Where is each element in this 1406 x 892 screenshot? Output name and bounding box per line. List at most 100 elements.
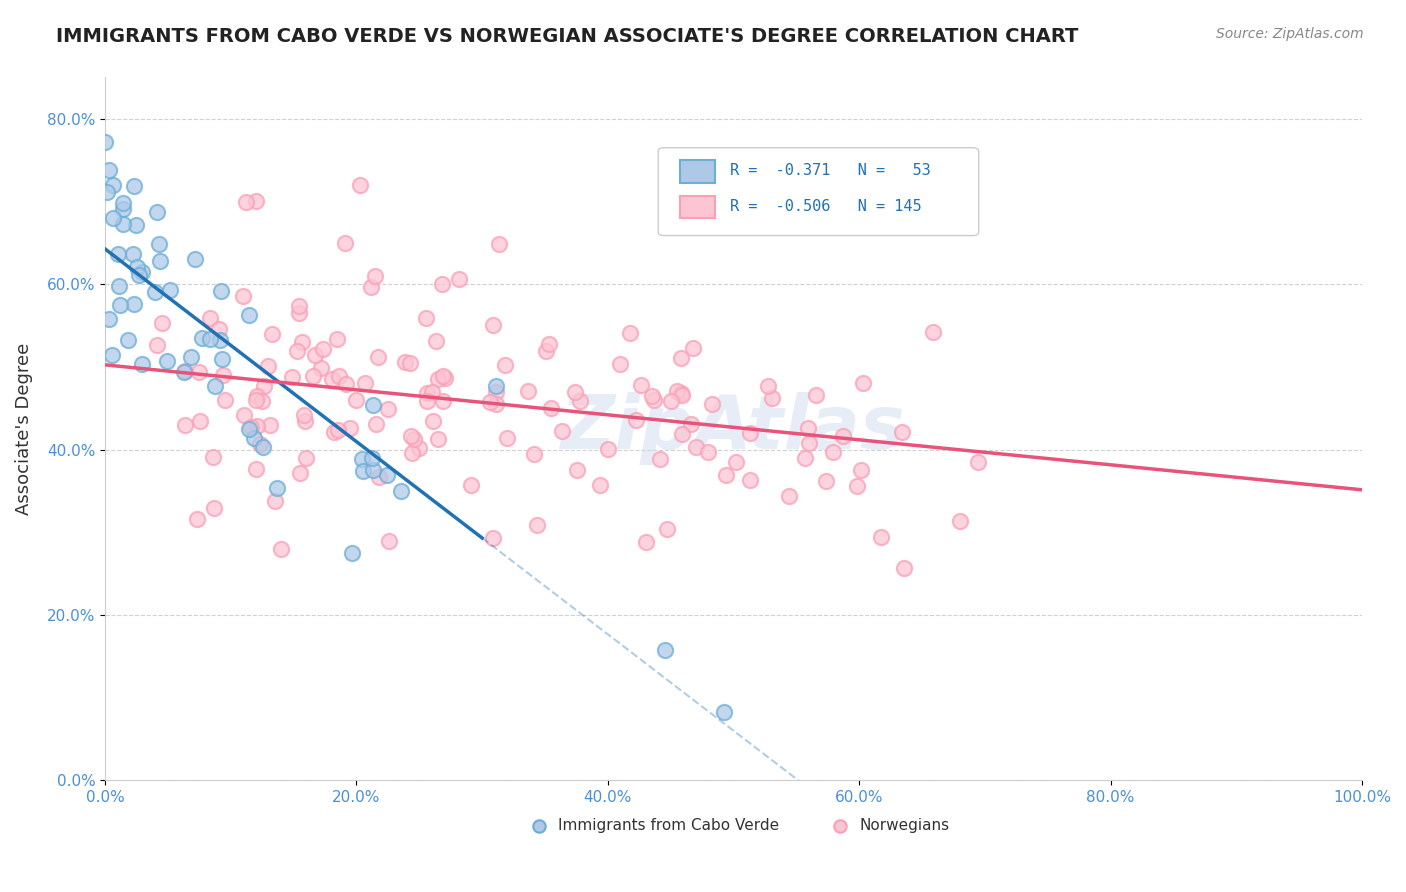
Point: [204, 379, 226, 393]
Point: [367, 350, 389, 364]
Point: [394, 355, 416, 369]
Point: [485, 397, 508, 411]
Point: [399, 356, 422, 370]
Point: [295, 450, 318, 465]
Point: [967, 455, 990, 469]
Point: [125, 218, 148, 232]
Y-axis label: Associate's Degree: Associate's Degree: [15, 343, 32, 515]
Point: [202, 501, 225, 516]
Point: [270, 542, 292, 557]
Point: [245, 462, 267, 476]
Point: [143, 285, 166, 300]
Point: [209, 333, 232, 347]
Point: [643, 393, 665, 408]
Point: [485, 379, 508, 393]
Text: R =  -0.371   N =   53: R = -0.371 N = 53: [730, 163, 931, 178]
Point: [845, 479, 868, 493]
Point: [523, 447, 546, 461]
Point: [702, 397, 724, 411]
Point: [537, 337, 560, 351]
Point: [375, 468, 398, 483]
Point: [797, 421, 820, 435]
Point: [389, 484, 412, 499]
Point: [131, 265, 153, 279]
Point: [408, 441, 430, 455]
Point: [657, 522, 679, 536]
Point: [869, 530, 891, 544]
Point: [122, 297, 145, 311]
Point: [288, 299, 311, 313]
Point: [287, 344, 309, 359]
Point: [354, 376, 377, 390]
Point: [117, 334, 139, 348]
Point: [321, 372, 343, 386]
Point: [671, 426, 693, 441]
Point: [516, 384, 538, 398]
Point: [249, 436, 271, 450]
Point: [832, 428, 855, 442]
Text: ZipAtlas: ZipAtlas: [561, 392, 905, 466]
Point: [125, 260, 148, 274]
Point: [482, 318, 505, 333]
Point: [291, 334, 314, 349]
Point: [659, 394, 682, 409]
Point: [201, 450, 224, 465]
Point: [368, 470, 391, 484]
Point: [259, 417, 281, 432]
Point: [364, 268, 387, 283]
Point: [569, 393, 592, 408]
Point: [294, 414, 316, 428]
Point: [159, 283, 181, 297]
Point: [188, 414, 211, 428]
Point: [208, 322, 231, 336]
Point: [447, 271, 470, 285]
Point: [713, 705, 735, 719]
Point: [232, 289, 254, 303]
Point: [97, 163, 120, 178]
Point: [794, 451, 817, 466]
Point: [233, 408, 256, 422]
Point: [350, 451, 373, 466]
Bar: [679, 195, 714, 218]
Point: [188, 365, 211, 379]
Point: [243, 431, 266, 445]
Point: [173, 365, 195, 379]
Text: Immigrants from Cabo Verde: Immigrants from Cabo Verde: [558, 819, 779, 833]
Point: [778, 489, 800, 503]
Point: [402, 432, 425, 446]
Point: [619, 326, 641, 340]
Point: [666, 384, 689, 399]
Point: [198, 332, 221, 346]
Point: [264, 494, 287, 508]
Point: [893, 561, 915, 575]
Point: [328, 368, 350, 383]
Point: [478, 395, 501, 409]
Point: [288, 467, 311, 481]
Point: [426, 372, 449, 386]
Point: [696, 445, 718, 459]
Point: [399, 429, 422, 443]
Point: [540, 401, 562, 416]
Point: [738, 425, 761, 440]
Point: [685, 440, 707, 454]
Point: [131, 357, 153, 371]
Point: [598, 442, 620, 457]
Point: [609, 357, 631, 371]
Point: [482, 531, 505, 545]
Point: [797, 436, 820, 450]
Point: [460, 478, 482, 492]
Text: IMMIGRANTS FROM CABO VERDE VS NORWEGIAN ASSOCIATE'S DEGREE CORRELATION CHART: IMMIGRANTS FROM CABO VERDE VS NORWEGIAN …: [56, 27, 1078, 45]
Point: [830, 827, 852, 841]
Point: [488, 236, 510, 251]
Point: [821, 444, 844, 458]
Point: [669, 385, 692, 400]
Point: [432, 368, 454, 383]
Point: [191, 331, 214, 345]
Point: [806, 388, 828, 402]
Point: [485, 384, 508, 399]
Point: [101, 211, 124, 226]
Point: [654, 642, 676, 657]
Point: [682, 341, 704, 355]
Point: [211, 368, 233, 383]
Point: [108, 298, 131, 312]
